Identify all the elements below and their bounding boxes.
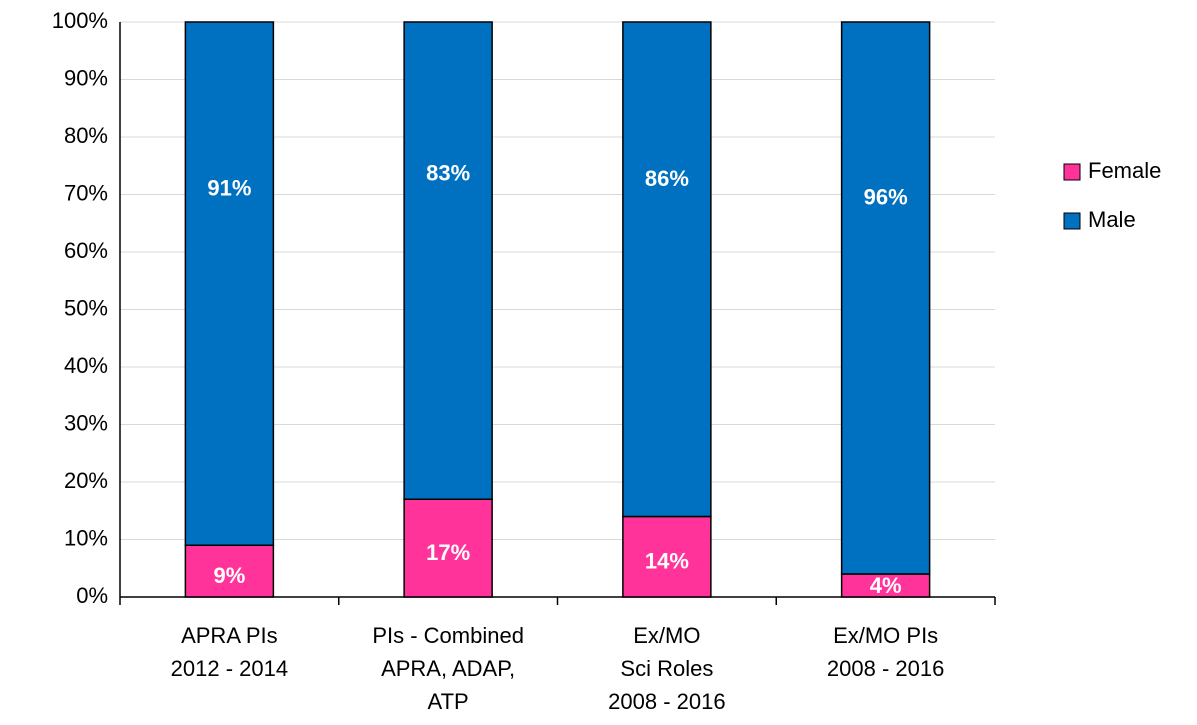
bar-segment bbox=[184, 21, 275, 546]
value-label: 96% bbox=[864, 184, 908, 209]
legend-label: Male bbox=[1088, 207, 1136, 232]
value-label: 4% bbox=[870, 573, 902, 598]
x-tick-label: Ex/MO Sci Roles 2008 - 2016 bbox=[608, 623, 725, 714]
x-tick-label: APRA PIs 2012 - 2014 bbox=[171, 623, 288, 681]
y-tick-label: 90% bbox=[64, 65, 108, 90]
y-tick-label: 40% bbox=[64, 353, 108, 378]
y-tick-label: 50% bbox=[64, 295, 108, 320]
y-tick-label: 60% bbox=[64, 238, 108, 263]
y-tick-label: 10% bbox=[64, 525, 108, 550]
value-label: 83% bbox=[426, 161, 470, 186]
y-tick-label: 70% bbox=[64, 180, 108, 205]
x-tick-label: PIs - Combined APRA, ADAP, ATP bbox=[372, 623, 524, 714]
value-label: 17% bbox=[426, 540, 470, 565]
value-label: 86% bbox=[645, 166, 689, 191]
y-tick-label: 30% bbox=[64, 410, 108, 435]
bar-segment bbox=[403, 21, 493, 500]
legend-label: Female bbox=[1088, 158, 1161, 183]
value-label: 14% bbox=[645, 549, 689, 574]
value-label: 91% bbox=[207, 175, 251, 200]
y-tick-label: 80% bbox=[64, 123, 108, 148]
y-tick-label: 20% bbox=[64, 468, 108, 493]
legend-swatch bbox=[1063, 212, 1081, 230]
y-tick-label: 0% bbox=[76, 583, 108, 608]
legend-swatch bbox=[1063, 163, 1081, 181]
bar-segment bbox=[840, 21, 931, 575]
value-label: 9% bbox=[213, 563, 245, 588]
y-tick-label: 100% bbox=[52, 8, 108, 33]
x-tick-label: Ex/MO PIs 2008 - 2016 bbox=[827, 623, 944, 681]
bar-segment bbox=[622, 21, 712, 518]
